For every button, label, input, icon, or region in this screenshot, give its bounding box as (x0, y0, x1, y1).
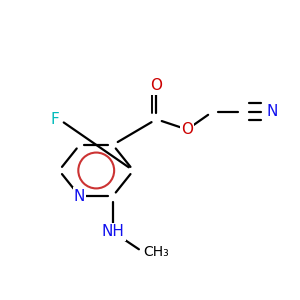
Text: NH: NH (101, 224, 124, 239)
Text: F: F (50, 112, 59, 127)
Text: N: N (266, 104, 278, 119)
Text: N: N (74, 189, 85, 204)
Text: O: O (150, 79, 162, 94)
Text: CH₃: CH₃ (144, 245, 169, 260)
Text: O: O (181, 122, 193, 137)
